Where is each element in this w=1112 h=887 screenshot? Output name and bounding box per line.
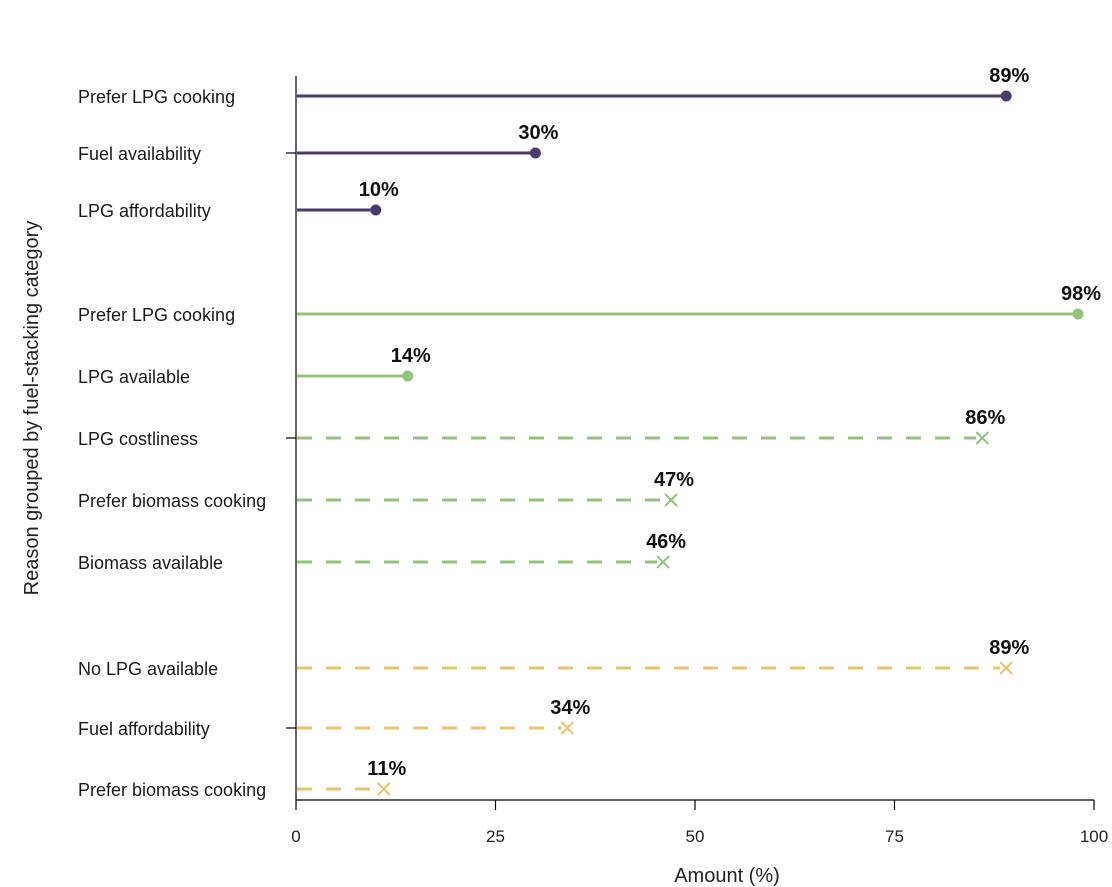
cross-marker [377,782,391,796]
value-label: 14% [391,345,431,367]
category-label: Prefer LPG cooking [78,305,235,325]
dot-marker [1072,308,1084,320]
dot-marker [529,147,541,159]
cross-marker [664,493,678,507]
x-tick-label: 75 [885,827,904,846]
category-label: LPG available [78,367,190,387]
dot-marker [370,204,382,216]
value-label: 98% [1061,283,1101,305]
value-label: 47% [654,469,694,491]
category-label: Prefer biomass cooking [78,491,266,511]
value-label: 11% [367,758,406,780]
category-label: Fuel affordability [78,719,210,739]
category-label: Fuel availability [78,144,201,164]
category-label: LPG costliness [78,429,198,449]
category-label: LPG affordability [78,201,211,221]
category-label: Prefer biomass cooking [78,780,266,800]
category-label: Biomass available [78,553,223,573]
value-label: 89% [989,637,1029,659]
x-tick-label: 100 [1080,827,1108,846]
value-label: 89% [989,65,1029,87]
value-label: 46% [646,531,686,553]
dot-marker [402,370,414,382]
category-label: No LPG available [78,659,218,679]
value-label: 30% [518,122,558,144]
x-tick-label: 25 [486,827,505,846]
x-axis-title: Amount (%) [674,865,780,887]
x-tick-label: 0 [291,827,300,846]
cross-marker [999,661,1013,675]
value-label: 34% [550,697,590,719]
value-label: 10% [359,179,399,201]
value-label: 86% [965,407,1005,429]
cross-marker [560,721,575,735]
x-tick-label: 50 [686,827,705,846]
dot-marker [1000,90,1012,102]
category-label: Prefer LPG cooking [78,87,235,107]
y-axis-title: Reason grouped by fuel-stacking category [21,221,43,596]
cross-marker [975,431,989,445]
marks: Prefer LPG cooking 89% Fuel availability 30… [78,65,1101,800]
axes: 0 25 50 75 100 [286,76,1108,846]
cross-marker [656,555,670,569]
